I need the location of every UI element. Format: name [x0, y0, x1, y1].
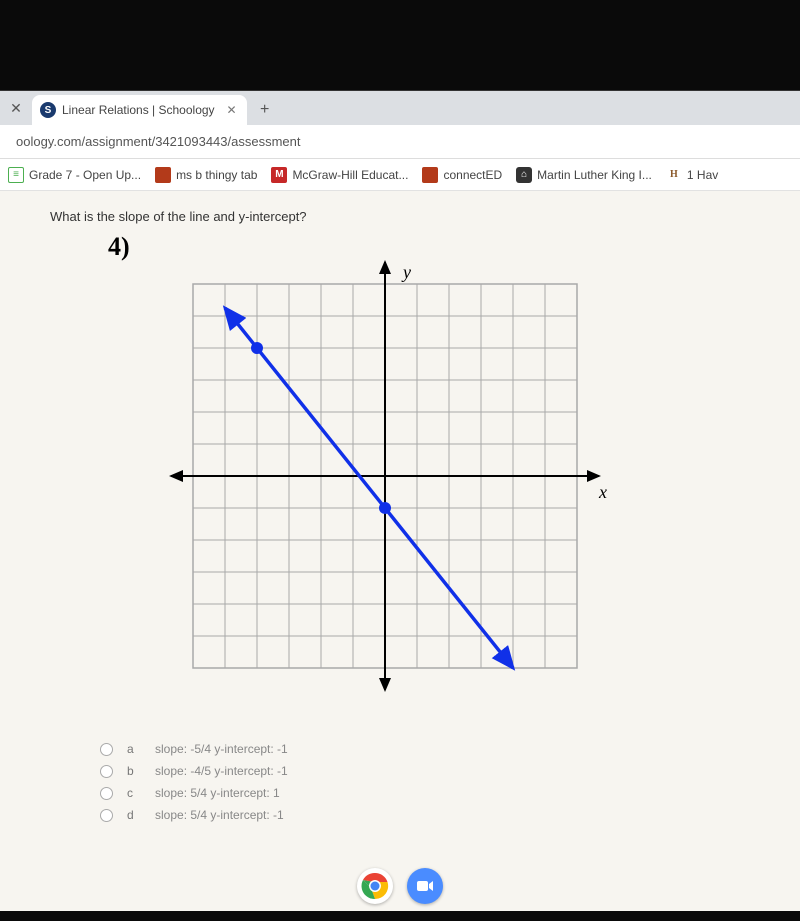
radio-icon[interactable] [100, 743, 113, 756]
url-text: oology.com/assignment/3421093443/assessm… [8, 130, 309, 153]
bookmark-item[interactable]: M McGraw-Hill Educat... [271, 167, 408, 183]
chrome-app-icon[interactable] [357, 868, 393, 904]
bookmark-label: connectED [443, 168, 502, 182]
bookmark-label: Martin Luther King I... [537, 168, 652, 182]
option-text: slope: 5/4 y-intercept: -1 [155, 808, 284, 822]
page-content: What is the slope of the line and y-inte… [0, 191, 800, 911]
tab-title: Linear Relations | Schoology [62, 103, 215, 117]
bookmark-icon [422, 167, 438, 183]
device-frame: ✕ S Linear Relations | Schoology ✕ + ool… [0, 0, 800, 921]
new-tab-button[interactable]: + [253, 98, 277, 122]
svg-text:y: y [401, 262, 411, 282]
schoology-favicon: S [40, 102, 56, 118]
option-text: slope: 5/4 y-intercept: 1 [155, 786, 280, 800]
bookmark-label: 1 Hav [687, 168, 718, 182]
bookmark-item[interactable]: ms b thingy tab [155, 167, 257, 183]
coordinate-graph: yx [163, 254, 637, 698]
bookmark-item[interactable]: H 1 Hav [666, 167, 718, 183]
bookmark-icon [155, 167, 171, 183]
radio-icon[interactable] [100, 787, 113, 800]
option-letter: a [127, 742, 141, 756]
question-prompt: What is the slope of the line and y-inte… [50, 209, 760, 224]
radio-icon[interactable] [100, 809, 113, 822]
bookmark-label: McGraw-Hill Educat... [292, 168, 408, 182]
answer-option[interactable]: c slope: 5/4 y-intercept: 1 [100, 782, 760, 804]
bookmark-icon: ≡ [8, 167, 24, 183]
graph-container: yx [40, 254, 760, 698]
bookmark-icon: ⌂ [516, 167, 532, 183]
bookmark-icon: H [666, 167, 682, 183]
bookmark-label: ms b thingy tab [176, 168, 257, 182]
tab-strip: ✕ S Linear Relations | Schoology ✕ + [0, 91, 800, 125]
address-bar[interactable]: oology.com/assignment/3421093443/assessm… [0, 125, 800, 159]
answer-option[interactable]: a slope: -5/4 y-intercept: -1 [100, 738, 760, 760]
radio-icon[interactable] [100, 765, 113, 778]
option-letter: b [127, 764, 141, 778]
option-letter: d [127, 808, 141, 822]
answer-options: a slope: -5/4 y-intercept: -1 b slope: -4/5… [100, 738, 760, 826]
option-text: slope: -5/4 y-intercept: -1 [155, 742, 288, 756]
zoom-app-icon[interactable] [407, 868, 443, 904]
browser-window: ✕ S Linear Relations | Schoology ✕ + ool… [0, 90, 800, 910]
bookmark-icon: M [271, 167, 287, 183]
svg-text:x: x [598, 482, 607, 502]
close-previous-tab[interactable]: ✕ [0, 93, 32, 123]
option-text: slope: -4/5 y-intercept: -1 [155, 764, 288, 778]
answer-option[interactable]: b slope: -4/5 y-intercept: -1 [100, 760, 760, 782]
browser-tab-active[interactable]: S Linear Relations | Schoology ✕ [32, 95, 247, 125]
bookmarks-bar: ≡ Grade 7 - Open Up... ms b thingy tab M McG… [0, 159, 800, 191]
answer-option[interactable]: d slope: 5/4 y-intercept: -1 [100, 804, 760, 826]
close-tab-icon[interactable]: ✕ [227, 103, 237, 117]
bookmark-item[interactable]: ≡ Grade 7 - Open Up... [8, 167, 141, 183]
option-letter: c [127, 786, 141, 800]
bookmark-item[interactable]: ⌂ Martin Luther King I... [516, 167, 652, 183]
bookmark-item[interactable]: connectED [422, 167, 502, 183]
bookmark-label: Grade 7 - Open Up... [29, 168, 141, 182]
mac-dock-partial [0, 868, 800, 904]
